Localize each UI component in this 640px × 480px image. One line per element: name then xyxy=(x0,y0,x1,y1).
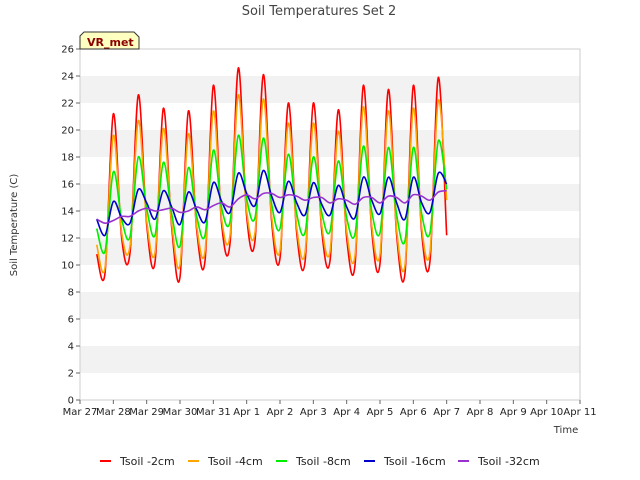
y-bands xyxy=(80,49,580,400)
x-tick-label: Apr 5 xyxy=(367,407,394,418)
x-tick-label: Apr 1 xyxy=(233,407,260,418)
y-tick-label: 20 xyxy=(61,126,74,137)
x-tick-label: Mar 27 xyxy=(63,407,98,418)
x-tick-label: Apr 4 xyxy=(333,407,360,418)
x-axis-title: Time xyxy=(553,425,578,436)
y-band xyxy=(80,76,580,103)
y-tick-label: 24 xyxy=(61,72,74,83)
x-tick-label: Apr 6 xyxy=(400,407,427,418)
y-band xyxy=(80,103,580,130)
legend-label: Tsoil -32cm xyxy=(477,455,540,468)
x-tick-label: Mar 30 xyxy=(163,407,198,418)
y-tick-label: 14 xyxy=(61,207,74,218)
legend-label: Tsoil -16cm xyxy=(383,455,446,468)
legend-label: Tsoil -8cm xyxy=(295,455,351,468)
x-tick-label: Mar 31 xyxy=(196,407,231,418)
y-tick-label: 12 xyxy=(61,234,74,245)
y-band xyxy=(80,157,580,184)
y-band xyxy=(80,346,580,373)
y-tick-label: 6 xyxy=(68,315,74,326)
legend-label: Tsoil -2cm xyxy=(119,455,175,468)
y-tick-label: 22 xyxy=(61,99,74,110)
series-line xyxy=(96,189,447,224)
y-band xyxy=(80,49,580,76)
y-tick-label: 16 xyxy=(61,180,74,191)
x-tick-label: Apr 11 xyxy=(563,407,596,418)
badge-label: VR_met xyxy=(87,36,134,49)
y-axis-title: Soil Temperature (C) xyxy=(9,174,20,277)
y-tick-label: 26 xyxy=(61,45,74,56)
badge-shape xyxy=(79,31,140,50)
x-tick-label: Apr 10 xyxy=(530,407,563,418)
x-tick-label: Apr 7 xyxy=(433,407,460,418)
y-band xyxy=(80,184,580,211)
series-line xyxy=(95,134,448,255)
plot-frame xyxy=(79,48,581,401)
y-band xyxy=(80,292,580,319)
y-tick-label: 2 xyxy=(68,369,74,380)
y-tick-label: 4 xyxy=(68,342,74,353)
vr-met-badge: VR_met xyxy=(79,31,140,50)
y-band xyxy=(80,319,580,346)
x-tick-label: Apr 8 xyxy=(467,407,494,418)
legend: Tsoil -2cm Tsoil -4cm Tsoil -8cm Tsoil -16c… xyxy=(100,455,540,468)
y-tick-label: 10 xyxy=(61,261,74,272)
y-band xyxy=(80,130,580,157)
legend-label: Tsoil -4cm xyxy=(207,455,263,468)
y-band xyxy=(80,265,580,292)
x-tick-label: Mar 29 xyxy=(129,407,164,418)
y-band xyxy=(80,373,580,400)
x-tick-label: Mar 28 xyxy=(96,407,131,418)
chart-title: Soil Temperatures Set 2 xyxy=(242,4,397,19)
x-tick-label: Apr 2 xyxy=(267,407,294,418)
x-tick-label: Apr 3 xyxy=(300,407,327,418)
series-lines xyxy=(95,67,448,283)
series-line xyxy=(95,169,448,237)
y-tick-label: 0 xyxy=(68,396,74,407)
y-tick-label: 18 xyxy=(61,153,74,164)
y-tick-label: 8 xyxy=(68,288,74,299)
x-tick-label: Apr 9 xyxy=(500,407,527,418)
